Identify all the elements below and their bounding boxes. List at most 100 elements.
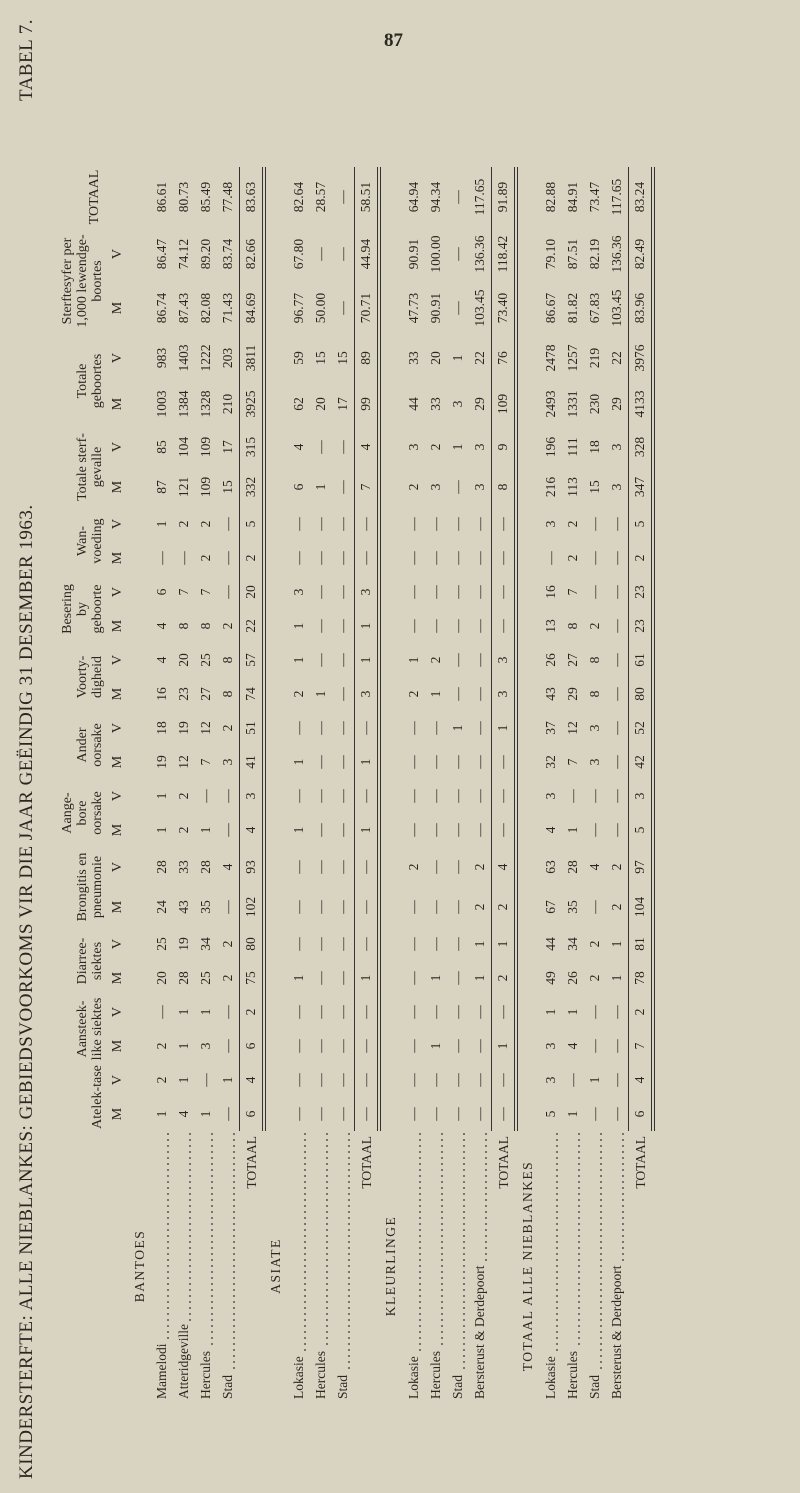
row-label-text: Hercules (428, 1348, 443, 1399)
data-cell: 12 (565, 721, 580, 735)
data-cell: 61 (628, 643, 653, 677)
data-cell: 23 (176, 687, 191, 701)
empty-cell (264, 995, 288, 1029)
empty-cell (516, 813, 540, 847)
empty-cell (516, 887, 540, 927)
data-cell: 2 (587, 622, 602, 630)
data-cell: 1 (450, 443, 465, 451)
data-cell: 2 (565, 520, 580, 528)
data-cell: 23 (628, 609, 653, 643)
empty-cell (379, 745, 403, 779)
data-cell: — (406, 619, 421, 633)
female-header: V (109, 790, 125, 802)
data-cell: — (313, 1073, 328, 1087)
female-header: V (109, 441, 125, 453)
data-cell: 49 (543, 971, 558, 985)
empty-cell (264, 779, 288, 813)
table-row: Hercules — — 1 — 1 — — — — — — — 1 2 — — — — 3 2 33 20 90.91 100… (425, 167, 447, 1401)
empty-cell (516, 427, 540, 467)
data-cell: 3 (354, 575, 379, 609)
data-cell: 3811 (239, 335, 264, 381)
data-cell: 1 (354, 609, 379, 643)
data-cell: — (472, 789, 487, 803)
data-cell: 1328 (198, 390, 213, 418)
empty-cell (129, 745, 151, 779)
data-cell: — (313, 721, 328, 735)
data-cell: 82.64 (291, 181, 306, 213)
data-cell: 2 (220, 622, 235, 630)
data-cell: — (313, 440, 328, 454)
row-label-text: TOTAAL (632, 1133, 648, 1189)
data-cell: 35 (565, 900, 580, 914)
data-cell: 16 (154, 687, 169, 701)
empty-cell (264, 927, 288, 961)
data-cell: 136.36 (472, 235, 487, 273)
data-cell: — (491, 995, 516, 1029)
data-cell: 4 (220, 863, 235, 871)
section-title: BANTOES (132, 1229, 147, 1303)
male-header: M (109, 1107, 125, 1121)
row-label: Hercules (562, 1131, 584, 1401)
empty-cell (129, 281, 151, 335)
data-cell: 22 (472, 351, 487, 365)
data-cell: 20 (428, 351, 443, 365)
section-title: ASIATE (268, 1238, 283, 1294)
column-group-header: Wan-voeding (75, 518, 105, 564)
data-cell: 4 (565, 1042, 580, 1050)
data-cell: 25 (154, 937, 169, 951)
data-cell: 2 (176, 792, 191, 800)
data-cell: — (609, 619, 624, 633)
data-cell: — (543, 551, 558, 565)
empty-cell (516, 507, 540, 541)
table-row: Stad — 1 — — 2 2 — 4 — — 3 2 8 8 2 — — — 15 17 210 203 71.43 83.… (217, 167, 240, 1401)
female-header: V (109, 1074, 125, 1086)
table-row: Lokasie — — — — — — — 2 — — — — 2 1 — — — — 2 3 44 33 47.73 90.9… (403, 167, 425, 1401)
data-cell: — (313, 585, 328, 599)
empty-cell (129, 677, 151, 711)
table-row: Hercules — — — — — — — — — — — — 1 — — — — — 1 — 20 15 50.00 — 28… (310, 167, 332, 1401)
data-cell: 94.34 (428, 181, 443, 213)
data-cell: 1 (313, 690, 328, 698)
data-cell: — (220, 551, 235, 565)
empty-cell (516, 381, 540, 427)
data-cell: 1 (198, 1008, 213, 1016)
data-cell: 1 (198, 1110, 213, 1118)
female-header: V (109, 586, 125, 598)
data-cell: 100.00 (428, 235, 443, 273)
data-cell: 1 (176, 1076, 191, 1084)
data-cell: — (450, 860, 465, 874)
empty-cell (129, 847, 151, 887)
data-cell: 85 (154, 440, 169, 454)
table-row: Stad — — — — — — — — — — — 1 — — — — — — — 1 3 1 — — — (447, 167, 469, 1401)
total-row: TOTAAL — —1—2 1 2 4— — —1 3 3— — — —8 9 109 76 73.40 118.… (491, 167, 516, 1401)
data-cell: — (291, 900, 306, 914)
data-cell: 7 (198, 758, 213, 766)
data-cell: 2 (220, 940, 235, 948)
data-cell: — (428, 823, 443, 837)
empty-cell (129, 227, 151, 281)
column-group-header: Sterftesyfer per 1,000 lewendge-boortes (60, 234, 105, 328)
data-cell: 111 (565, 437, 580, 457)
data-cell: 26 (543, 653, 558, 667)
empty-cell (264, 887, 288, 927)
data-cell: 19 (154, 755, 169, 769)
data-cell: 84.91 (565, 181, 580, 213)
data-cell: 6 (239, 1097, 264, 1131)
data-cell: — (450, 517, 465, 531)
row-label-text: Stad (587, 1371, 602, 1399)
row-label: Hercules (310, 1131, 332, 1401)
column-group-header: Totale geboortes (75, 353, 105, 409)
data-cell: 1 (565, 826, 580, 834)
empty-cell (379, 677, 403, 711)
data-cell: 1 (472, 974, 487, 982)
data-cell: 1 (587, 1076, 602, 1084)
data-cell: 1 (428, 690, 443, 698)
table-row: Stad — — — — — — — — — — — — — — — — — — — — 17 15 — — — (332, 167, 355, 1401)
empty-cell (516, 847, 540, 887)
data-cell: 1 (450, 724, 465, 732)
data-cell: 67.83 (587, 292, 602, 324)
data-cell: 3976 (628, 335, 653, 381)
data-cell: — (313, 619, 328, 633)
data-cell: 18 (587, 440, 602, 454)
